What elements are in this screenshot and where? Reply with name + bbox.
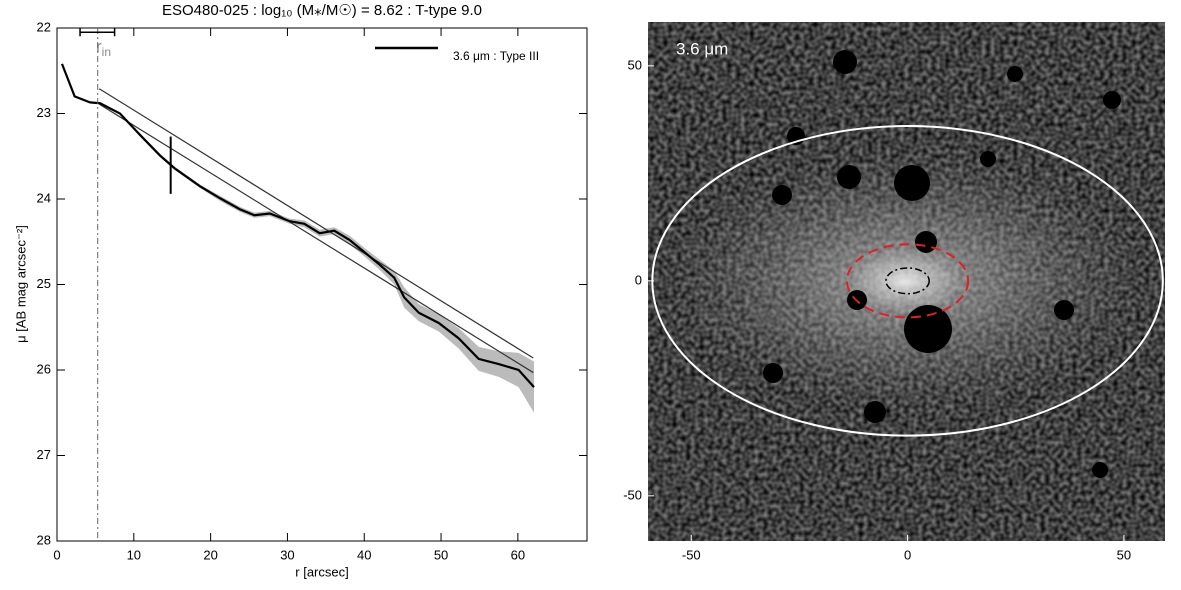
x-tick-label: 10 [127, 547, 141, 562]
x-tick-label: 50 [1117, 547, 1131, 562]
rin-subscript: in [102, 45, 111, 59]
y-tick-label: -50 [623, 487, 642, 502]
legend-label: 3.6 μm : Type III [453, 49, 539, 63]
x-tick-label: 60 [511, 547, 525, 562]
x-tick-label: -50 [682, 547, 701, 562]
x-tick-label: 30 [280, 547, 294, 562]
x-tick-label: 0 [904, 547, 911, 562]
sky-image [648, 22, 1165, 541]
rin-label: rin [96, 37, 111, 59]
y-tick-label: 28 [37, 532, 51, 547]
x-tick-label: 40 [357, 547, 371, 562]
y-tick-label: 50 [628, 57, 642, 72]
y-tick-label: 24 [37, 190, 51, 205]
x-tick-label: 20 [203, 547, 217, 562]
y-tick-label: 0 [635, 272, 642, 287]
aperture-ellipse [846, 243, 970, 319]
x-axis-label: r [arcsec] [295, 564, 348, 579]
error-band [61, 63, 535, 413]
y-tick-label: 26 [37, 361, 51, 376]
rin-text: r [96, 37, 102, 56]
x-tick-label: 50 [434, 547, 448, 562]
fit-line [98, 88, 534, 359]
y-axis-label: μ [AB mag arcsec⁻²] [13, 225, 28, 343]
profile-line [60, 63, 535, 388]
fit-line [98, 103, 534, 374]
plot-frame [56, 27, 588, 542]
x-tick-label: 0 [53, 547, 60, 562]
image-label: 3.6 μm [676, 39, 728, 58]
y-tick-label: 27 [37, 447, 51, 462]
y-tick-label: 25 [37, 276, 51, 291]
aperture-ellipse [885, 267, 930, 295]
chart-title: ESO480-025 : log₁₀ (M⁎/M☉) = 8.62 : T-ty… [162, 2, 482, 19]
y-tick-label: 22 [37, 19, 51, 34]
y-tick-label: 23 [37, 105, 51, 120]
